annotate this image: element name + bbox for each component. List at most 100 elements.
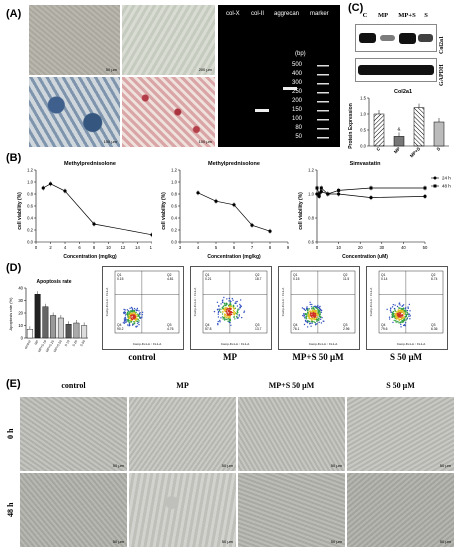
flow-event-dot	[222, 318, 224, 320]
flow-event-dot	[226, 298, 228, 300]
flow-event-dot	[308, 310, 310, 313]
flow-event-dot	[404, 313, 407, 315]
chart-title: Simvastatin	[350, 161, 382, 167]
x-tick-label: 20	[358, 245, 363, 250]
panel-label-e: (E)	[6, 378, 21, 390]
flow-event-dot	[307, 315, 309, 318]
x-axis-label: Concentration (mg/kg)	[63, 254, 117, 260]
y-axis-label: cell viability (%)	[17, 192, 23, 230]
flow-event-dot	[228, 308, 231, 310]
data-point	[150, 233, 152, 237]
quadrant-name: Q4	[117, 323, 122, 327]
flow-event-dot	[394, 304, 396, 306]
blot-lane-label: MP+S	[398, 12, 416, 19]
x-tick-label: MP+S 10	[37, 339, 47, 353]
flow-event-dot	[398, 319, 401, 322]
quadrant-name: Q1	[381, 273, 386, 277]
scale-bar-label: 50 μm	[221, 463, 233, 468]
quadrant-name: Q3	[167, 323, 172, 327]
data-point	[196, 191, 200, 195]
plot-area	[290, 270, 356, 334]
flow-event-dot	[243, 310, 246, 312]
flow-event-dot	[226, 307, 229, 310]
flow-event-dot	[407, 307, 409, 310]
flow-event-dot	[135, 325, 137, 328]
flow-event-dot	[303, 323, 306, 326]
flow-event-dot	[308, 313, 310, 315]
simvastatin-chart: Simvastatin Concentration (uM) cell viab…	[298, 161, 451, 260]
quadrant-name: Q4	[381, 323, 386, 327]
flow-event-dot	[314, 318, 316, 320]
flow-event-dot	[230, 308, 232, 310]
flow-event-dot	[309, 322, 312, 325]
flow-event-dot	[313, 316, 315, 318]
micrograph-mp-s-48h: 50 μm	[238, 473, 345, 547]
bar	[413, 107, 425, 147]
row-label-0h: 0 h	[6, 428, 15, 440]
flow-event-dot	[228, 321, 230, 323]
flow-event-dot	[397, 321, 399, 323]
micrograph-cells-2: 200 μm	[122, 5, 215, 75]
quadrant-name: Q3	[343, 323, 348, 327]
flow-event-dot	[239, 299, 242, 301]
flow-event-dot	[224, 319, 226, 321]
gel-band-aggrecan	[283, 87, 297, 90]
flow-event-dot	[397, 309, 399, 312]
quadrant-name: Q3	[255, 323, 260, 327]
x-tick-label: 10	[336, 245, 341, 250]
flow-event-dot	[319, 307, 321, 310]
x-tick-label: S 25	[71, 339, 78, 347]
micrograph-control-0h: 50 μm	[20, 397, 127, 471]
flow-event-dot	[407, 306, 409, 308]
flow-plot-control: Q1 0.15 Q2 4.81 Q4 90.2 Q3 4.76 Comp-FL1-A :: FL…	[102, 266, 184, 350]
flow-event-dot	[390, 311, 392, 313]
flow-event-dot	[228, 312, 231, 315]
x-axis-label: Concentration (uM)	[342, 254, 388, 260]
flow-event-dot	[401, 305, 403, 308]
legend-label: 48 h	[442, 184, 451, 189]
flow-event-dot	[243, 311, 245, 314]
panel-label-d: (D)	[6, 262, 22, 274]
flow-event-dot	[125, 320, 127, 322]
x-axis-label: Concentration (mg/kg)	[207, 254, 261, 260]
flow-event-dot	[307, 309, 309, 312]
flow-event-dot	[395, 320, 397, 322]
flow-event-dot	[226, 315, 228, 317]
y-tick-label: 1.0	[308, 192, 314, 197]
y-tick-label: 0.8	[27, 192, 33, 197]
bar	[393, 136, 405, 147]
flow-event-dot	[128, 322, 131, 324]
flow-event-dot	[133, 309, 136, 312]
blot-gapdh	[355, 58, 437, 82]
flow-y-axis-label: Comp-FL3-A :: FL3-A	[281, 288, 285, 317]
panel-label-c: (C)	[348, 2, 364, 14]
flow-event-dot	[311, 317, 313, 320]
scale-bar-label: 50 μm	[439, 463, 451, 468]
flow-event-dot	[403, 312, 405, 315]
flow-event-dot	[233, 310, 235, 313]
flow-event-dot	[127, 321, 130, 323]
flow-event-dot	[220, 311, 222, 313]
flow-event-dot	[391, 315, 393, 317]
flow-event-dot	[238, 315, 240, 317]
flow-event-dot	[311, 308, 313, 310]
flow-event-dot	[398, 318, 400, 320]
flow-event-dot	[222, 308, 225, 311]
flow-x-axis-label: Comp-FL1-A :: FL1-A	[309, 342, 338, 346]
flow-event-dot	[226, 318, 228, 320]
blot-label-col2a1: Col2a1	[439, 36, 445, 54]
flow-event-dot	[396, 316, 398, 318]
flow-event-dot	[126, 324, 129, 326]
flow-event-dot	[400, 321, 403, 323]
flow-event-dot	[230, 303, 232, 305]
row-label-48h: 48 h	[6, 502, 15, 518]
quadrant-value: 4.76	[167, 327, 174, 331]
flow-event-dot	[309, 310, 311, 312]
flow-event-dot	[236, 316, 238, 318]
flow-event-dot	[400, 314, 403, 317]
bp-tick-label: 200	[291, 98, 302, 104]
panel-label-a: (A)	[6, 8, 22, 20]
y-tick-label: 10	[18, 323, 23, 328]
flow-event-dot	[396, 313, 398, 315]
data-point	[369, 196, 373, 200]
